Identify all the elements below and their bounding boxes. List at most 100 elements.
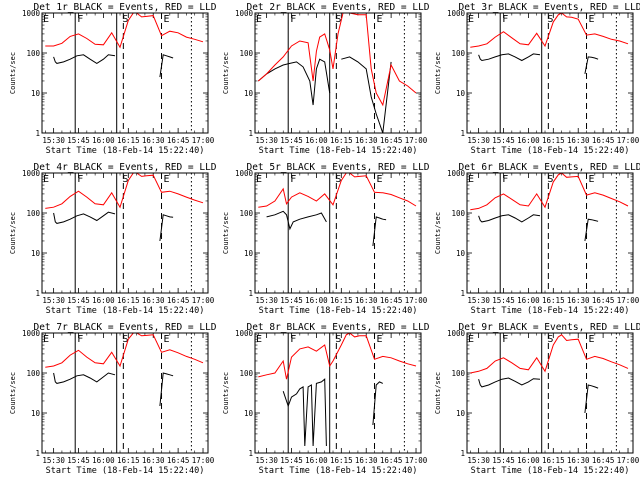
series-line-events	[53, 211, 174, 242]
event-label: S	[122, 174, 128, 185]
plot-frame	[41, 332, 209, 454]
y-tick-label: 1	[35, 449, 40, 458]
x-tick-label: 15:30	[255, 136, 278, 145]
panel-det-7: Det 7r_BLACK = Events, RED = LLD Counts/s…	[9, 322, 217, 476]
x-tick-label: 15:30	[255, 456, 278, 465]
event-label: E	[377, 174, 383, 185]
x-tick-label: 15:45	[67, 136, 90, 145]
y-tick-label: 100	[239, 369, 253, 378]
x-tick-label: 16:30	[142, 456, 165, 465]
event-label: E	[256, 174, 262, 185]
x-tick-label: 15:45	[492, 296, 515, 305]
x-tick-label: 15:45	[280, 136, 303, 145]
y-tick-label: 1	[460, 449, 465, 458]
event-label: E	[43, 174, 49, 185]
series-line-lld	[258, 173, 417, 208]
y-tick-label: 1000	[235, 329, 254, 338]
series-line-events	[53, 372, 174, 407]
x-tick-label: 16:30	[567, 136, 590, 145]
x-axis-label: Start Time (18-Feb-14 15:22:40)	[46, 306, 205, 316]
y-tick-label: 10	[456, 89, 466, 98]
y-tick-label: 10	[456, 249, 466, 258]
y-tick-label: 1000	[22, 169, 41, 178]
x-tick-label: 16:30	[142, 296, 165, 305]
event-label: F	[290, 334, 296, 345]
event-label: E	[377, 14, 383, 25]
event-label: E	[43, 14, 49, 25]
event-label: E	[589, 334, 595, 345]
y-axis-label: Counts/sec	[434, 212, 442, 254]
x-tick-label: 16:45	[592, 456, 615, 465]
x-tick-label: 15:45	[492, 456, 515, 465]
x-tick-label: 16:15	[542, 456, 565, 465]
panel-det-8: Det 8r_BLACK = Events, RED = LLD Counts/s…	[222, 322, 430, 476]
series-line-events	[266, 210, 387, 247]
panel-det-1: Det 1r_BLACK = Events, RED = LLD Counts/s…	[9, 2, 217, 156]
x-tick-label: 16:15	[330, 136, 353, 145]
y-axis-label: Counts/sec	[9, 372, 17, 414]
y-axis-label: Counts/sec	[434, 372, 442, 414]
x-tick-label: 15:30	[42, 136, 65, 145]
x-tick-label: 16:45	[380, 456, 403, 465]
y-tick-label: 100	[26, 369, 40, 378]
x-tick-label: 16:30	[142, 136, 165, 145]
panel-title: Det 3r_BLACK = Events, RED = LLD	[458, 2, 640, 13]
x-axis-label: Start Time (18-Feb-14 15:22:40)	[259, 146, 418, 156]
x-tick-label: 16:15	[117, 456, 140, 465]
event-label: E	[164, 174, 170, 185]
x-axis-label: Start Time (18-Feb-14 15:22:40)	[471, 306, 630, 316]
panel-title: Det 1r_BLACK = Events, RED = LLD	[33, 2, 216, 13]
x-tick-label: 16:45	[380, 296, 403, 305]
y-tick-label: 10	[244, 409, 254, 418]
y-tick-label: 100	[26, 209, 40, 218]
event-label: F	[290, 14, 296, 25]
x-tick-label: 17:00	[405, 456, 428, 465]
plot-frame	[254, 172, 422, 294]
x-tick-label: 15:45	[492, 136, 515, 145]
event-label: S	[335, 174, 341, 185]
x-tick-label: 16:30	[567, 456, 590, 465]
y-tick-label: 100	[239, 49, 253, 58]
x-tick-label: 16:15	[542, 136, 565, 145]
panel-title: Det 5r_BLACK = Events, RED = LLD	[246, 162, 429, 173]
x-tick-label: 16:00	[305, 136, 328, 145]
x-tick-label: 16:15	[330, 296, 353, 305]
event-label: F	[77, 174, 83, 185]
panel-det-5: Det 5r_BLACK = Events, RED = LLD Counts/s…	[222, 162, 430, 316]
y-tick-label: 1	[35, 289, 40, 298]
x-tick-label: 16:15	[117, 136, 140, 145]
event-label: S	[122, 14, 128, 25]
y-tick-label: 10	[31, 89, 41, 98]
y-tick-label: 1	[248, 129, 253, 138]
x-tick-label: 15:45	[67, 456, 90, 465]
panel-title: Det 6r_BLACK = Events, RED = LLD	[458, 162, 640, 173]
event-label: E	[164, 334, 170, 345]
event-label: S	[547, 14, 553, 25]
x-tick-label: 16:15	[542, 296, 565, 305]
y-tick-label: 1	[248, 449, 253, 458]
series-line-lld	[45, 173, 204, 209]
y-tick-label: 1000	[447, 329, 466, 338]
x-axis-label: Start Time (18-Feb-14 15:22:40)	[471, 466, 630, 476]
x-tick-label: 15:45	[280, 296, 303, 305]
panel-det-4: Det 4r_BLACK = Events, RED = LLD Counts/s…	[9, 162, 217, 316]
y-tick-label: 10	[31, 249, 41, 258]
y-tick-label: 1000	[22, 329, 41, 338]
x-tick-label: 16:15	[117, 296, 140, 305]
series-line-events	[53, 54, 174, 78]
plot-frame	[254, 12, 422, 134]
y-tick-label: 1000	[235, 169, 254, 178]
x-tick-label: 15:30	[255, 296, 278, 305]
panel-title: Det 9r_BLACK = Events, RED = LLD	[458, 322, 640, 333]
event-label: E	[589, 14, 595, 25]
x-tick-label: 16:00	[305, 296, 328, 305]
y-tick-label: 100	[239, 209, 253, 218]
x-axis-label: Start Time (18-Feb-14 15:22:40)	[259, 306, 418, 316]
plot-frame	[41, 172, 209, 294]
x-tick-label: 16:00	[517, 456, 540, 465]
y-axis-label: Counts/sec	[9, 52, 17, 94]
y-tick-label: 1	[35, 129, 40, 138]
y-tick-label: 10	[31, 409, 41, 418]
x-tick-label: 15:30	[467, 296, 490, 305]
